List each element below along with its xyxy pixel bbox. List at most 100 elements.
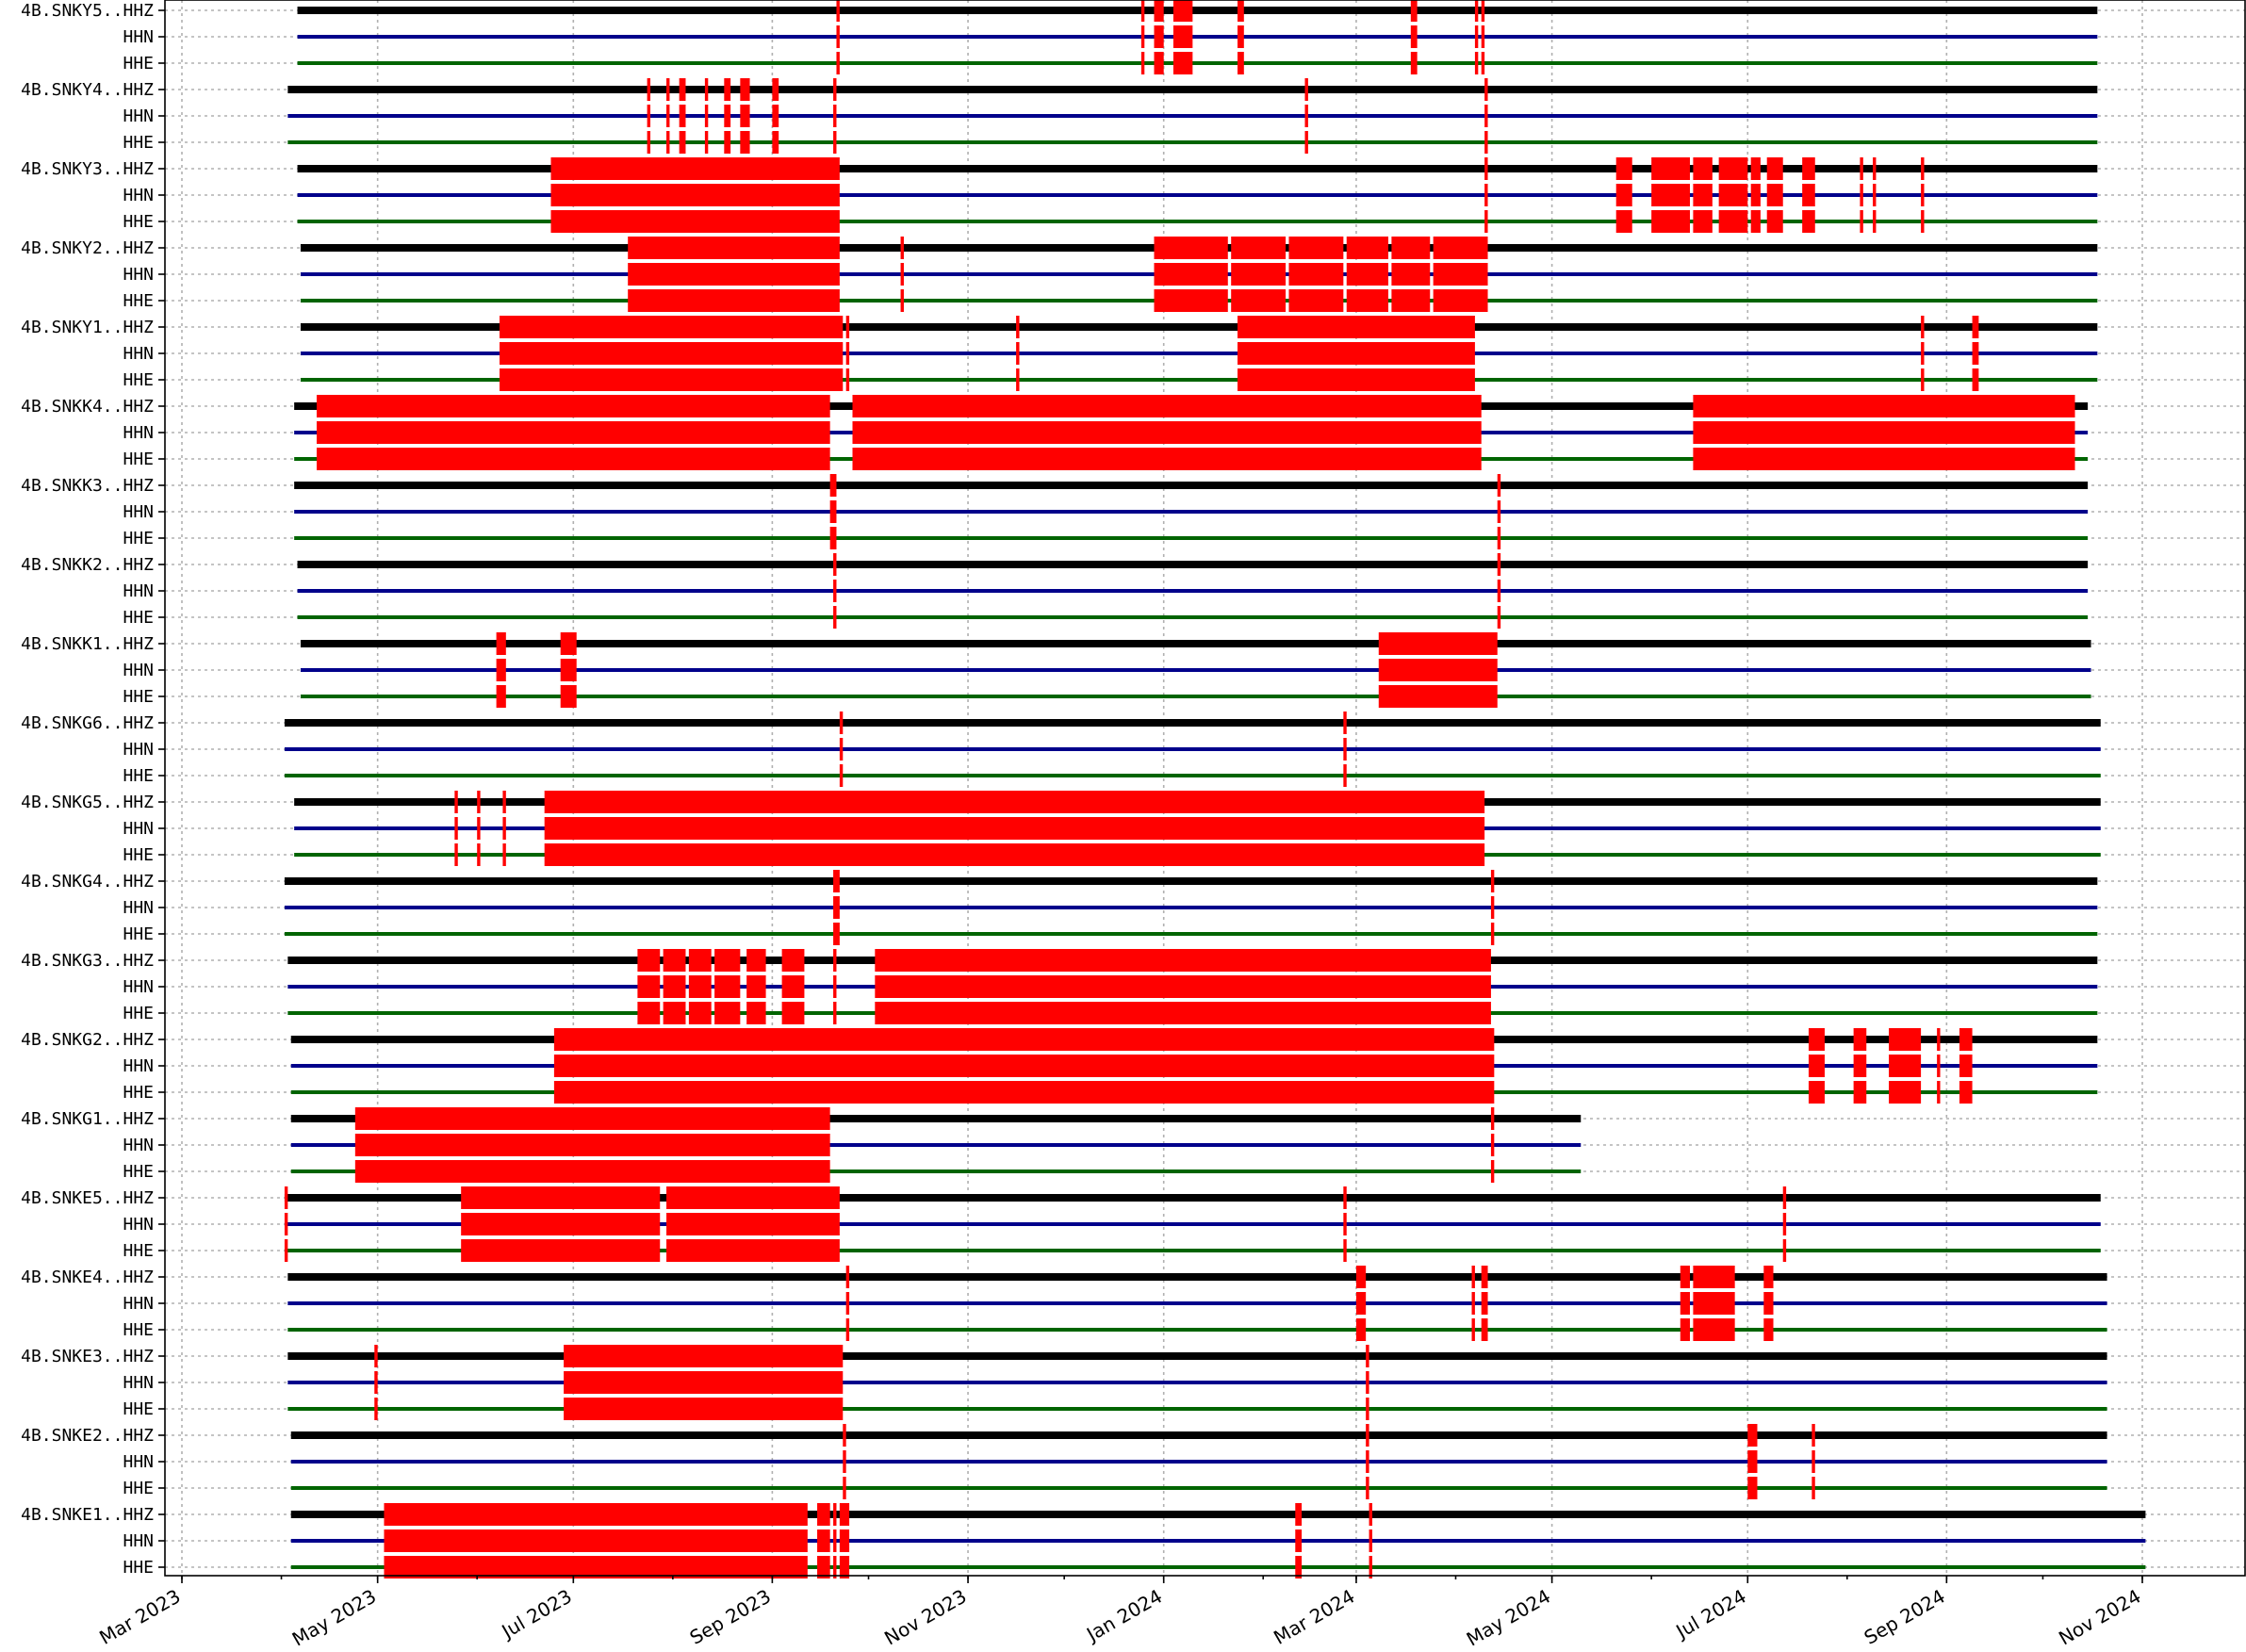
gap-marker (1889, 1028, 1922, 1051)
gap-marker (1366, 1345, 1369, 1367)
gap-marker (316, 395, 830, 417)
gap-marker (1238, 0, 1244, 22)
gap-marker (1853, 1028, 1867, 1051)
gap-marker (1481, 52, 1485, 74)
y-tick-label: 4B.SNKE5..HHZ (21, 1188, 154, 1208)
gap-marker (714, 949, 741, 972)
gap-marker (1651, 184, 1690, 206)
gap-marker (772, 131, 779, 154)
gap-marker (1378, 685, 1498, 708)
gap-marker (1972, 316, 1979, 338)
gap-marker (500, 316, 844, 338)
gap-marker (845, 1292, 850, 1315)
channel-bar-hhz (287, 1273, 2107, 1281)
gap-marker (1484, 105, 1488, 127)
y-tick-label: HHE (123, 370, 154, 390)
channel-bar-hhz (284, 877, 2098, 885)
channel-bar-hhe (294, 536, 2089, 540)
gap-marker (477, 843, 481, 866)
gap-marker (688, 1002, 712, 1024)
gap-marker (454, 791, 458, 813)
gap-marker (746, 975, 766, 998)
gap-marker (1481, 0, 1485, 22)
gap-marker (454, 843, 458, 866)
channel-bar-hhn (287, 1301, 2107, 1305)
y-tick-label: HHE (123, 1479, 154, 1498)
y-tick-label: HHN (123, 502, 154, 522)
x-tick-label: Nov 2024 (2055, 1585, 2144, 1650)
gap-marker (740, 78, 750, 101)
channel-bar-hhz (290, 1511, 2146, 1518)
gap-marker (724, 78, 731, 101)
gap-marker (1747, 1450, 1758, 1473)
gap-marker (1615, 157, 1632, 180)
gap-marker (1808, 1055, 1825, 1077)
gap-marker (1853, 1055, 1867, 1077)
channel-bar-hhe (300, 378, 2098, 382)
gap-marker (461, 1213, 661, 1235)
x-tick-label: Mar 2023 (95, 1585, 184, 1649)
gap-marker (560, 685, 577, 708)
gap-marker (1972, 368, 1979, 391)
gap-marker (1782, 1213, 1787, 1235)
gap-marker (1693, 448, 2075, 470)
gap-marker (502, 791, 506, 813)
gap-marker (1484, 131, 1488, 154)
gap-marker (564, 1345, 844, 1367)
gap-marker (839, 712, 844, 734)
gap-marker (1172, 0, 1193, 22)
channel-bar-hhe (287, 1328, 2107, 1332)
gap-marker (1346, 263, 1388, 286)
gap-marker (1812, 1424, 1815, 1447)
gap-marker (1172, 25, 1193, 48)
gap-marker (647, 131, 651, 154)
gap-marker (1140, 0, 1145, 22)
gap-marker (1763, 1318, 1774, 1341)
y-tick-label: 4B.SNKE3..HHZ (21, 1347, 154, 1366)
gap-marker (1693, 157, 1713, 180)
channel-bar-hhz (287, 86, 2098, 93)
gap-marker (900, 237, 904, 259)
y-tick-label: 4B.SNKE4..HHZ (21, 1268, 154, 1287)
gap-marker (740, 105, 750, 127)
y-tick-label: 4B.SNKK2..HHZ (21, 555, 154, 575)
x-tick-label: Nov 2023 (880, 1585, 970, 1650)
gap-marker (544, 791, 1485, 813)
channel-bar-hhe (297, 220, 2098, 223)
channel-bar-hhn (290, 1460, 2107, 1464)
y-tick-label: 4B.SNKE1..HHZ (21, 1505, 154, 1525)
gap-marker (1238, 316, 1475, 338)
gap-marker (1304, 131, 1308, 154)
channel-bar-hhn (297, 589, 2089, 593)
gap-marker (1366, 1424, 1369, 1447)
y-tick-label: HHN (123, 819, 154, 839)
gap-marker (647, 105, 651, 127)
y-tick-label: 4B.SNKG3..HHZ (21, 951, 154, 971)
gap-marker (1366, 1398, 1369, 1420)
y-tick-label: 4B.SNKK4..HHZ (21, 397, 154, 417)
gap-marker (461, 1239, 661, 1262)
channel-bar-hhz (300, 323, 2098, 331)
gap-marker (1680, 1318, 1690, 1341)
gap-marker (1172, 52, 1193, 74)
y-tick-label: 4B.SNKY3..HHZ (21, 159, 154, 179)
y-tick-label: HHE (123, 291, 154, 311)
gap-marker (316, 421, 830, 444)
y-tick-label: HHN (123, 1294, 154, 1314)
gap-marker (550, 184, 840, 206)
y-tick-label: HHN (123, 27, 154, 47)
gap-marker (1750, 184, 1761, 206)
gap-marker (1497, 474, 1501, 497)
gap-marker (461, 1186, 661, 1209)
gap-marker (1369, 1529, 1372, 1552)
gap-marker (1481, 25, 1485, 48)
channel-bar-hhn (297, 193, 2098, 197)
gap-marker (1481, 1292, 1488, 1315)
gap-marker (553, 1028, 1495, 1051)
gap-marker (1238, 52, 1244, 74)
channel-bar-hhe (300, 695, 2091, 698)
gap-marker (836, 0, 840, 22)
y-tick-label: HHE (123, 1004, 154, 1023)
gap-marker (781, 949, 805, 972)
gap-marker (1680, 1266, 1690, 1288)
